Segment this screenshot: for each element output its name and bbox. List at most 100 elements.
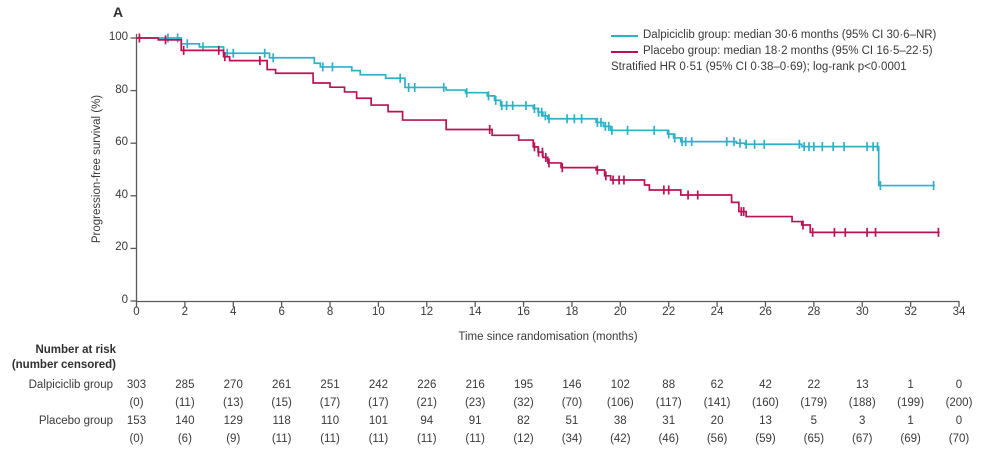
risk-censored-cell: (11): [368, 433, 389, 445]
legend-entry-placebo: Placebo group: median 18·2 months (95% C…: [611, 43, 936, 59]
risk-censored-cell: (11): [320, 433, 340, 445]
risk-at-risk-cell: 101: [368, 415, 388, 427]
y-tick-label: 100: [108, 31, 128, 43]
risk-at-risk-cell: 153: [126, 415, 147, 427]
risk-at-risk-cell: 51: [565, 415, 579, 427]
y-tick-label: 60: [115, 136, 128, 149]
risk-censored-cell: (12): [513, 433, 534, 445]
x-tick-label: 10: [372, 306, 385, 318]
risk-at-risk-cell: 285: [175, 379, 195, 391]
x-tick-label: 4: [230, 306, 237, 318]
risk-header-line2: (number censored): [11, 359, 116, 371]
risk-at-risk-cell: 129: [223, 415, 243, 427]
legend-label-placebo: Placebo group: median 18·2 months (95% C…: [643, 45, 933, 57]
risk-censored-cell: (199): [897, 397, 925, 409]
risk-censored-cell: (200): [945, 397, 973, 409]
x-tick-label: 22: [662, 306, 676, 318]
risk-at-risk-cell: 110: [320, 415, 340, 427]
dalpiciclib-curve: [136, 37, 935, 187]
y-axis-title: Progression-free survival (%): [91, 94, 103, 244]
x-tick-label: 34: [952, 306, 966, 318]
risk-at-risk-cell: 0: [955, 415, 963, 427]
risk-censored-cell: (34): [561, 433, 583, 445]
risk-at-risk-cell: 216: [465, 379, 485, 391]
y-tick-label: 40: [115, 188, 128, 201]
legend-entry-dalpiciclib: Dalpiciclib group: median 30·6 months (9…: [611, 27, 936, 43]
risk-at-risk-cell: 42: [759, 379, 772, 391]
x-tick-label: 16: [517, 306, 530, 318]
risk-at-risk-cell: 13: [855, 379, 869, 391]
x-axis-title: Time since randomisation (months): [458, 331, 638, 343]
x-tick-label: 20: [613, 306, 627, 318]
risk-at-risk-cell: 140: [175, 415, 195, 427]
y-tick-label: 20: [115, 241, 128, 254]
risk-censored-cell: (42): [610, 433, 631, 445]
risk-at-risk-cell: 1: [907, 415, 914, 427]
risk-at-risk-cell: 38: [613, 415, 627, 427]
risk-at-risk-cell: 5: [810, 415, 818, 427]
risk-at-risk-cell: 3: [859, 415, 866, 427]
risk-at-risk-cell: 31: [662, 415, 676, 427]
risk-censored-cell: (67): [852, 433, 873, 445]
x-tick-label: 28: [807, 306, 821, 318]
x-tick-label: 12: [420, 306, 434, 318]
risk-at-risk-cell: 13: [759, 415, 772, 427]
risk-row-label-dalpiciclib: Dalpiciclib group: [28, 379, 113, 391]
x-tick-label: 8: [326, 306, 334, 318]
risk-at-risk-cell: 0: [955, 379, 963, 391]
risk-censored-cell: (56): [706, 433, 728, 445]
risk-at-risk-cell: 91: [468, 415, 482, 427]
risk-censored-cell: (23): [464, 397, 486, 409]
risk-censored-cell: (188): [848, 397, 876, 409]
risk-censored-cell: (13): [223, 397, 244, 409]
risk-at-risk-cell: 88: [662, 379, 676, 391]
x-tick-label: 14: [468, 306, 482, 318]
y-tick-label: 0: [121, 294, 128, 306]
panel-label: A: [113, 4, 124, 20]
risk-table-header: Number at risk (number censored): [0, 343, 116, 373]
risk-censored-cell: (70): [561, 397, 583, 409]
risk-censored-cell: (17): [368, 397, 389, 409]
risk-header-line1: Number at risk: [35, 344, 116, 356]
risk-at-risk-cell: 118: [272, 415, 291, 427]
risk-at-risk-cell: 261: [272, 379, 292, 391]
risk-censored-cell: (11): [465, 433, 485, 445]
stats-note: Stratified HR 0·51 (95% CI 0·38–0·69); l…: [611, 61, 907, 73]
risk-at-risk-cell: 146: [562, 379, 582, 391]
risk-at-risk-cell: 22: [807, 379, 821, 391]
risk-censored-cell: (9): [226, 433, 241, 445]
risk-at-risk-cell: 62: [710, 379, 724, 391]
risk-at-risk-cell: 195: [513, 379, 534, 391]
risk-censored-cell: (141): [703, 397, 731, 409]
y-tick-label: 80: [115, 83, 128, 96]
risk-at-risk-cell: 94: [420, 415, 434, 427]
risk-censored-cell: (15): [271, 397, 292, 409]
x-tick-label: 30: [855, 306, 869, 318]
risk-censored-cell: (17): [319, 397, 341, 409]
legend-label-dalpiciclib: Dalpiciclib group: median 30·6 months (9…: [643, 29, 937, 41]
risk-censored-cell: (0): [129, 433, 144, 445]
risk-at-risk-cell: 102: [610, 379, 630, 391]
risk-at-risk-cell: 270: [223, 379, 243, 391]
risk-row-label-placebo: Placebo group: [38, 415, 113, 427]
x-tick-label: 2: [181, 306, 189, 318]
risk-censored-cell: (11): [271, 433, 292, 445]
risk-censored-cell: (160): [752, 397, 779, 409]
risk-censored-cell: (179): [800, 397, 828, 409]
x-tick-label: 24: [710, 306, 724, 318]
risk-censored-cell: (21): [416, 397, 437, 409]
x-tick-label: 6: [278, 306, 285, 318]
placebo-line-swatch: [611, 51, 638, 53]
risk-at-risk-cell: 82: [517, 415, 530, 427]
x-tick-label: 32: [904, 306, 917, 318]
risk-censored-cell: (70): [948, 433, 970, 445]
legend: Dalpiciclib group: median 30·6 months (9…: [611, 27, 936, 75]
risk-censored-cell: (46): [658, 433, 679, 445]
risk-censored-cell: (6): [177, 433, 192, 445]
risk-censored-cell: (117): [655, 397, 682, 409]
risk-censored-cell: (11): [175, 397, 195, 409]
x-tick-label: 0: [133, 306, 140, 318]
risk-at-risk-cell: 1: [907, 379, 914, 391]
